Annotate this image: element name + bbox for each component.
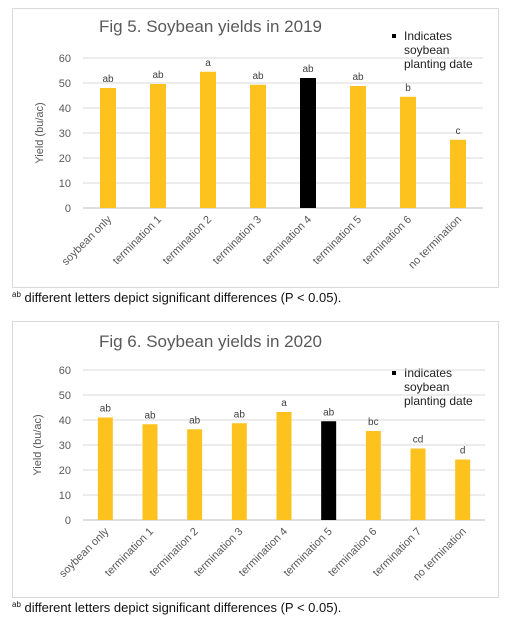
y-tick-label: 20 <box>59 465 71 477</box>
bar <box>365 431 381 520</box>
legend-swatch <box>392 371 396 375</box>
footnote-text: different letters depict significant dif… <box>20 290 342 305</box>
y-tick-label: 10 <box>59 178 71 190</box>
data-label: ab <box>252 71 264 82</box>
bar <box>450 139 466 208</box>
bar <box>187 429 203 520</box>
y-tick-label: 0 <box>65 203 71 215</box>
y-tick-label: 50 <box>59 78 71 90</box>
bar <box>97 417 113 520</box>
x-tick-label: soybean only <box>60 213 115 268</box>
x-tick-label: no termination <box>406 214 464 272</box>
data-label: ab <box>100 404 112 415</box>
x-tick-label: termination 3 <box>211 214 264 267</box>
bar <box>455 459 471 520</box>
data-label: a <box>281 398 287 409</box>
y-tick-label: 60 <box>59 365 71 377</box>
bar <box>321 421 337 520</box>
footnote-text: different letters depict significant dif… <box>20 600 342 615</box>
bar <box>350 86 366 208</box>
data-label: ab <box>234 409 246 420</box>
data-label: b <box>405 83 411 94</box>
y-tick-label: 40 <box>59 415 71 427</box>
data-label: ab <box>302 64 314 75</box>
footnote-2019: ab different letters depict significant … <box>12 290 341 305</box>
chart-title: Fig 6. Soybean yields in 2020 <box>98 332 323 351</box>
chart-panel-2020: Fig 6. Soybean yields in 2020 Indicates … <box>12 321 499 598</box>
footnote-2020: ab different letters depict significant … <box>12 600 341 615</box>
y-tick-label: 30 <box>59 128 71 140</box>
bar <box>276 412 292 520</box>
footnote-superscript: ab <box>12 290 21 299</box>
data-label: ab <box>352 72 364 83</box>
bar <box>150 84 166 208</box>
data-label: ab <box>189 415 201 426</box>
y-tick-label: 10 <box>59 490 71 502</box>
data-label: ab <box>152 70 164 81</box>
bar <box>300 78 316 208</box>
data-label: cd <box>413 435 424 446</box>
y-axis-label: Yield (bu/ac) <box>34 102 46 163</box>
data-label: ab <box>323 407 335 418</box>
bar <box>250 84 266 208</box>
footnote-superscript: ab <box>12 600 21 609</box>
bar <box>200 71 216 208</box>
legend-swatch <box>392 34 396 38</box>
chart-title: Fig 5. Soybean yields in 2019 <box>98 17 323 36</box>
data-label: ab <box>144 410 156 421</box>
y-axis-label: Yield (bu/ac) <box>32 414 44 475</box>
chart-panel-2019: Fig 5. Soybean yields in 2019 Indicates … <box>12 8 499 288</box>
y-tick-label: 20 <box>59 153 71 165</box>
y-tick-label: 50 <box>59 390 71 402</box>
bar <box>142 424 158 520</box>
x-tick-label: termination 1 <box>111 214 164 267</box>
x-tick-label: termination 2 <box>161 214 214 267</box>
legend: Indicates soybean planting date <box>392 29 487 71</box>
y-tick-label: 30 <box>59 440 71 452</box>
y-tick-label: 60 <box>59 53 71 65</box>
data-label: d <box>460 446 466 457</box>
legend-label: Indicates soybean planting date <box>404 29 473 71</box>
x-tick-label: termination 5 <box>311 214 364 267</box>
y-tick-label: 0 <box>65 515 71 527</box>
bar <box>410 448 426 520</box>
data-label: ab <box>102 74 114 85</box>
data-label: c <box>456 126 461 137</box>
bar <box>100 88 116 208</box>
data-label: bc <box>368 417 379 428</box>
bar <box>400 96 416 208</box>
data-label: a <box>205 58 211 69</box>
x-tick-label: termination 4 <box>261 214 314 267</box>
bar <box>231 423 247 520</box>
y-tick-label: 40 <box>59 103 71 115</box>
x-tick-label: termination 6 <box>361 214 414 267</box>
